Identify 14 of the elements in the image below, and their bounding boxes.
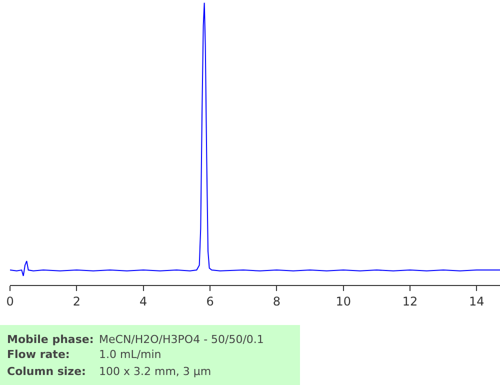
x-tick-label: 8: [272, 294, 280, 308]
x-tick-label: 4: [140, 294, 148, 308]
text: MeCN/H2O/H3PO4 - 50/50/0.1: [99, 333, 264, 346]
text: Flow rate:: [7, 348, 70, 361]
x-tick-label: 14: [469, 294, 484, 308]
x-tick-label: 12: [402, 294, 418, 308]
x-tick-label: 10: [336, 294, 351, 308]
x-tick-label: 2: [72, 294, 80, 308]
x-tick-label: 6: [206, 294, 214, 308]
text: 100 x 3.2 mm, 3 µm: [99, 365, 212, 378]
text: Column size:: [7, 365, 86, 378]
x-tick-label: 0: [6, 294, 14, 308]
text: 1.0 mL/min: [99, 348, 162, 361]
text: Mobile phase:: [7, 333, 94, 346]
